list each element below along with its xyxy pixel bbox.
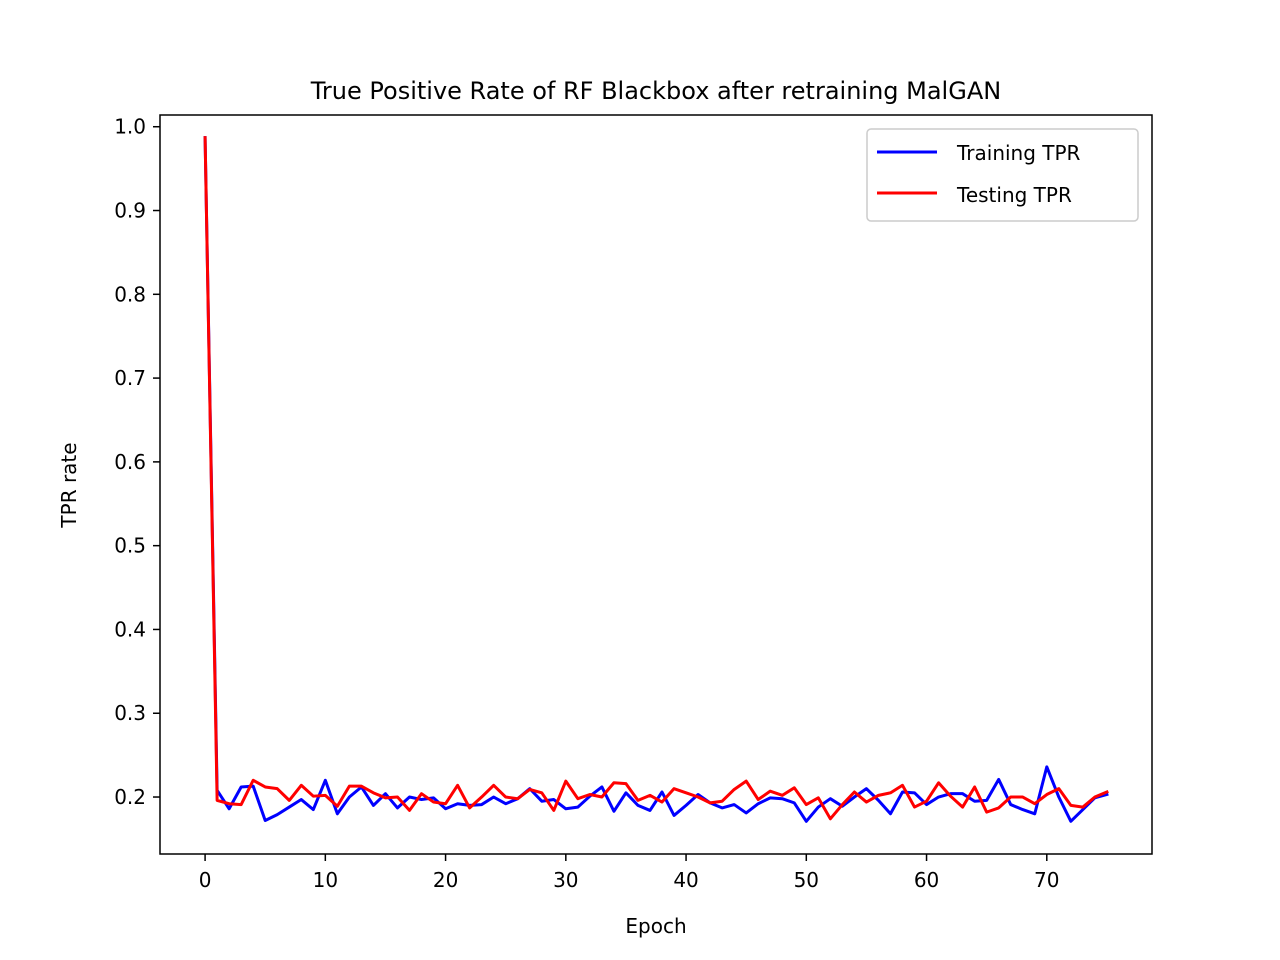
y-tick-label: 0.5 bbox=[114, 534, 146, 558]
y-tick-label: 0.6 bbox=[114, 450, 146, 474]
legend: Training TPR Testing TPR bbox=[866, 128, 1139, 222]
x-tick-label: 10 bbox=[313, 868, 338, 892]
y-axis-title: TPR rate bbox=[57, 442, 81, 528]
chart-title: True Positive Rate of RF Blackbox after … bbox=[310, 77, 1001, 105]
x-tick-label: 30 bbox=[553, 868, 578, 892]
x-tick-label: 50 bbox=[794, 868, 819, 892]
series-line-testing bbox=[203, 136, 1109, 821]
y-tick-label: 0.9 bbox=[114, 199, 146, 223]
legend-label-training: Training TPR bbox=[956, 141, 1081, 165]
y-tick-label: 0.3 bbox=[114, 701, 146, 725]
x-axis-title: Epoch bbox=[625, 914, 686, 938]
plot-area-frame bbox=[159, 114, 1153, 855]
x-tick-label: 0 bbox=[199, 868, 212, 892]
y-tick-label: 1.0 bbox=[114, 115, 146, 139]
x-tick-label: 60 bbox=[914, 868, 939, 892]
y-tick-label: 0.2 bbox=[114, 785, 146, 809]
y-tick-label: 0.4 bbox=[114, 617, 146, 641]
legend-label-testing: Testing TPR bbox=[956, 183, 1072, 207]
x-tick-label: 70 bbox=[1034, 868, 1059, 892]
y-axis: 0.2 0.3 0.4 0.5 0.6 0.7 0.8 0.9 1.0 bbox=[114, 115, 160, 809]
x-tick-label: 20 bbox=[433, 868, 458, 892]
series-layer bbox=[203, 136, 1109, 823]
y-tick-label: 0.8 bbox=[114, 282, 146, 306]
y-tick-label: 0.7 bbox=[114, 366, 146, 390]
x-axis: 0 10 20 30 40 50 60 70 bbox=[199, 854, 1060, 892]
series-line-training bbox=[203, 136, 1109, 823]
x-tick-label: 40 bbox=[673, 868, 698, 892]
